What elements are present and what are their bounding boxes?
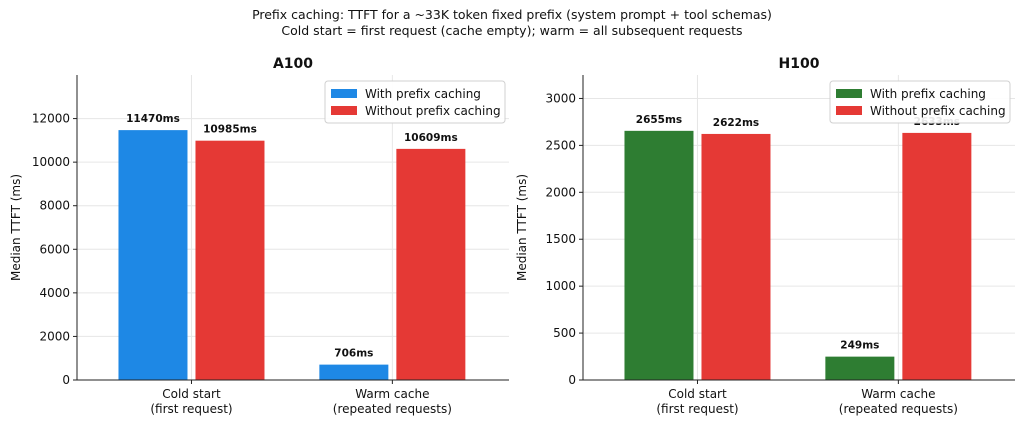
y-tick-label: 12000 [32, 112, 70, 126]
y-axis-label: Median TTFT (ms) [9, 174, 23, 281]
legend-label: With prefix caching [365, 87, 481, 101]
panel-title: A100 [273, 56, 313, 72]
y-axis-label: Median TTFT (ms) [515, 174, 529, 281]
bar-value-label: 2622ms [713, 117, 759, 129]
x-tick-label: Warm cache [355, 387, 429, 401]
y-tick-label: 1000 [545, 279, 576, 293]
x-tick-label: Cold start [162, 387, 221, 401]
bar-value-label: 11470ms [126, 113, 180, 125]
legend-label: With prefix caching [870, 87, 986, 101]
bar-h100-without-caching-0 [701, 133, 771, 380]
bar-value-label: 2655ms [636, 114, 682, 126]
y-tick-label: 500 [553, 326, 576, 340]
panel-a100: 11470ms 706ms 10985ms 10609ms 0 2000 4000 6000 8… [9, 56, 509, 416]
y-tick-label: 0 [62, 373, 70, 387]
y-tick-label: 2000 [545, 185, 576, 199]
legend: With prefix caching Without prefix cachin… [324, 80, 506, 124]
bar-value-label: 10985ms [203, 124, 257, 136]
legend: With prefix caching Without prefix cachin… [829, 80, 1011, 124]
y-tick-label: 4000 [39, 286, 70, 300]
legend-swatch [836, 106, 862, 115]
y-tick-label: 2500 [545, 138, 576, 152]
bar-a100-with-caching-1 [319, 364, 389, 380]
bar-value-label: 249ms [840, 340, 879, 352]
legend-swatch [331, 89, 357, 98]
legend-label: Without prefix caching [365, 104, 501, 118]
legend-box [829, 80, 1011, 124]
y-tick-label: 0 [568, 373, 576, 387]
x-tick-label: Cold start [668, 387, 727, 401]
y-tick-label: 1500 [545, 232, 576, 246]
x-tick-label: Warm cache [861, 387, 935, 401]
panel-title: H100 [779, 56, 820, 72]
bar-h100-with-caching-1 [825, 356, 895, 380]
bar-value-label: 10609ms [404, 132, 458, 144]
figure-title-line-1: Prefix caching: TTFT for a ~33K token fi… [252, 7, 772, 22]
y-tick-label: 2000 [39, 329, 70, 343]
bar-value-label: 706ms [334, 348, 373, 360]
bar-a100-with-caching-0 [118, 130, 188, 380]
y-tick-label: 10000 [32, 155, 70, 169]
legend-label: Without prefix caching [870, 104, 1006, 118]
x-tick-label: (repeated requests) [839, 402, 958, 416]
legend-box [324, 80, 506, 124]
y-tick-label: 8000 [39, 199, 70, 213]
figure-title-line-2: Cold start = first request (cache empty)… [281, 23, 742, 38]
x-tick-label: (first request) [150, 402, 232, 416]
bar-h100-without-caching-1 [902, 132, 972, 380]
x-tick-label: (repeated requests) [333, 402, 452, 416]
x-tick-label: (first request) [656, 402, 738, 416]
y-tick-label: 6000 [39, 242, 70, 256]
bar-a100-without-caching-0 [195, 140, 265, 380]
y-tick-label: 3000 [545, 91, 576, 105]
bar-h100-with-caching-0 [624, 130, 694, 380]
legend-swatch [331, 106, 357, 115]
panel-h100: 2655ms249ms2622ms2633ms05001000150020002… [515, 56, 1015, 416]
bar-a100-without-caching-1 [396, 148, 466, 380]
legend-swatch [836, 89, 862, 98]
